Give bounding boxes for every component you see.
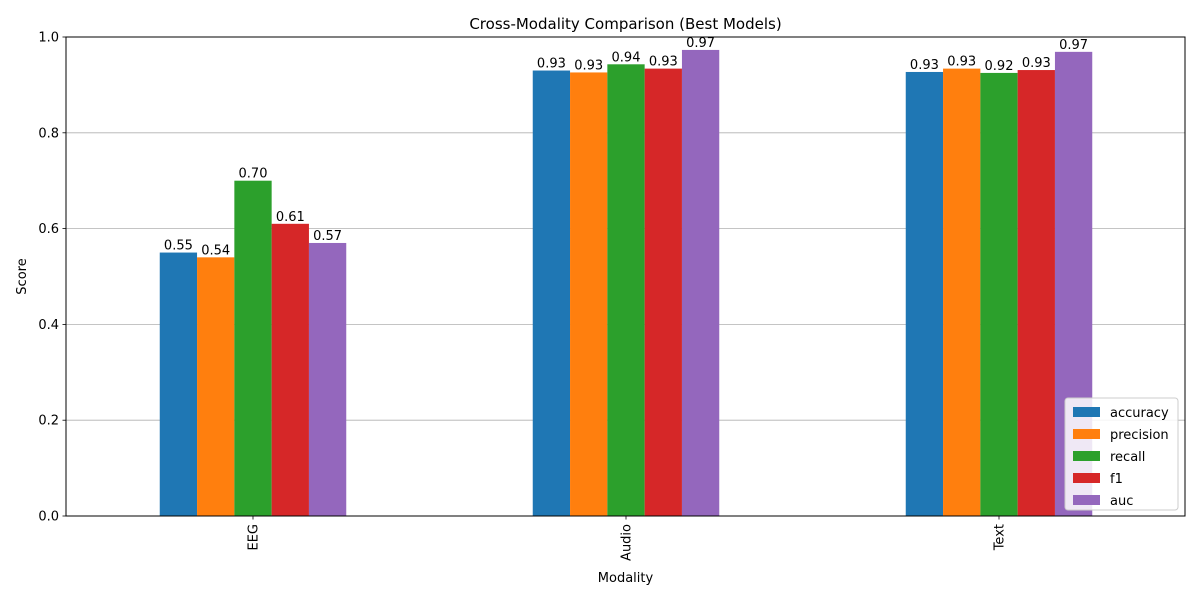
bar-value-label: 0.54 bbox=[201, 243, 230, 258]
legend-swatch-precision bbox=[1073, 429, 1100, 439]
bar-value-label: 0.93 bbox=[910, 58, 939, 73]
bar-f1-audio bbox=[644, 68, 682, 516]
x-tick-label: EEG bbox=[247, 524, 262, 551]
bar-recall-audio bbox=[607, 64, 645, 516]
bar-accuracy-eeg bbox=[159, 252, 198, 517]
bar-precision-text bbox=[943, 68, 981, 516]
y-axis: 0.0 0.2 0.4 0.6 0.8 1.0 bbox=[38, 31, 66, 525]
y-tick-label: 0.0 bbox=[38, 510, 59, 525]
plot-area-frame bbox=[65, 36, 1186, 517]
bar-value-label: 0.92 bbox=[985, 59, 1014, 74]
legend-swatch-auc bbox=[1073, 495, 1100, 505]
bar-value-label: 0.61 bbox=[276, 210, 305, 225]
x-tick-label: Text bbox=[993, 524, 1008, 551]
legend: accuracy precision recall f1 auc bbox=[1064, 397, 1179, 511]
bar-auc-audio bbox=[681, 49, 720, 517]
bar-precision-audio bbox=[570, 72, 608, 517]
bar-f1-eeg bbox=[271, 223, 309, 516]
bar-value-label: 0.93 bbox=[537, 57, 566, 72]
bar-value-label: 0.93 bbox=[947, 55, 976, 70]
bar-accuracy-audio bbox=[532, 70, 571, 516]
legend-entry-precision: precision bbox=[1110, 428, 1169, 443]
bar-value-labels: 0.55 0.54 0.70 0.61 0.57 0.93 0.93 0.94 0.93 0.97… bbox=[164, 36, 1088, 258]
bars bbox=[159, 49, 1093, 517]
bar-value-label: 0.55 bbox=[164, 239, 193, 254]
legend-entry-recall: recall bbox=[1110, 450, 1145, 465]
y-axis-label: Score bbox=[15, 258, 30, 294]
chart-title: Cross-Modality Comparison (Best Models) bbox=[469, 15, 781, 33]
legend-entry-auc: auc bbox=[1110, 494, 1133, 509]
bar-value-label: 0.93 bbox=[649, 55, 678, 70]
y-tick-label: 0.8 bbox=[38, 126, 59, 141]
legend-swatch-f1 bbox=[1073, 473, 1100, 483]
x-tick-label: Audio bbox=[620, 524, 635, 561]
bar-auc-eeg bbox=[308, 242, 347, 516]
bar-value-label: 0.70 bbox=[239, 167, 268, 182]
legend-entry-f1: f1 bbox=[1110, 472, 1123, 487]
y-tick-label: 1.0 bbox=[38, 31, 59, 46]
bar-value-label: 0.94 bbox=[612, 50, 641, 65]
bar-accuracy-text bbox=[905, 71, 944, 516]
y-tick-label: 0.4 bbox=[38, 318, 59, 333]
bar-value-label: 0.97 bbox=[1059, 38, 1088, 53]
legend-entry-accuracy: accuracy bbox=[1110, 406, 1169, 421]
bar-value-label: 0.93 bbox=[574, 58, 603, 73]
bar-recall-eeg bbox=[234, 180, 272, 516]
bar-value-label: 0.57 bbox=[313, 229, 342, 244]
legend-swatch-recall bbox=[1073, 451, 1100, 461]
legend-swatch-accuracy bbox=[1073, 407, 1100, 417]
bar-value-label: 0.93 bbox=[1022, 56, 1051, 71]
bar-recall-text bbox=[980, 72, 1018, 517]
x-axis: EEG Audio Text bbox=[247, 516, 1008, 561]
x-axis-label: Modality bbox=[598, 571, 654, 586]
bar-value-label: 0.97 bbox=[686, 36, 715, 51]
y-tick-label: 0.6 bbox=[38, 222, 59, 237]
y-tick-label: 0.2 bbox=[38, 414, 59, 429]
bar-f1-text bbox=[1017, 70, 1055, 517]
bar-precision-eeg bbox=[197, 257, 235, 516]
